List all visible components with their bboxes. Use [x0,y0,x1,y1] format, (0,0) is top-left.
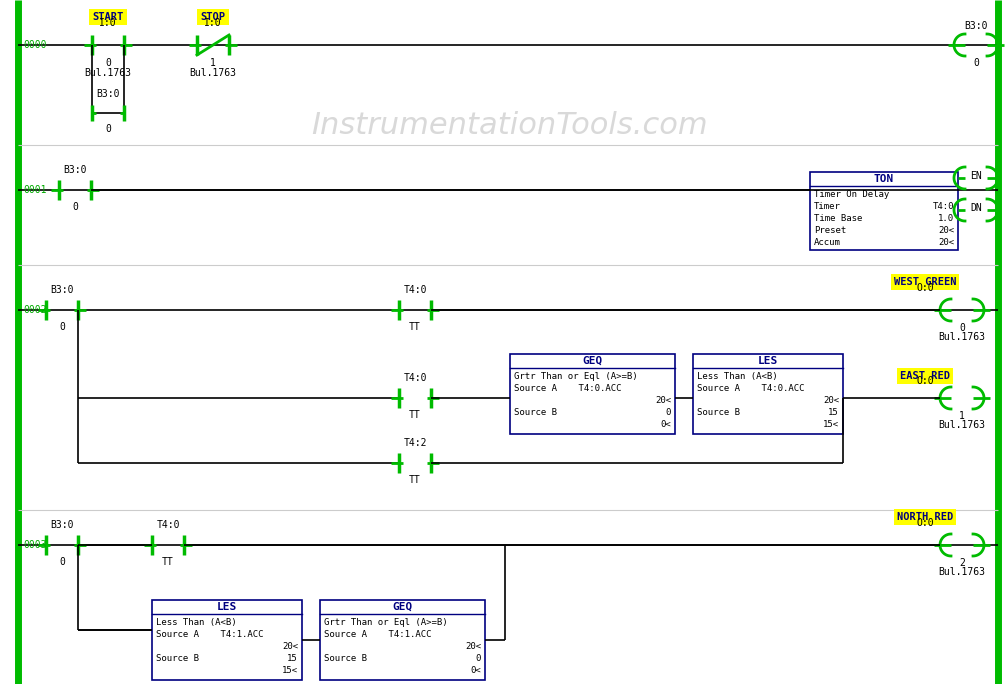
Text: Time Base: Time Base [814,214,862,223]
Text: B3:0: B3:0 [97,89,120,99]
Text: Source B: Source B [156,654,199,663]
Text: 0002: 0002 [23,305,46,315]
Text: 0: 0 [105,58,111,68]
Text: O:0: O:0 [916,283,934,293]
Text: T4:0: T4:0 [403,285,427,295]
FancyBboxPatch shape [510,354,675,434]
Text: 15: 15 [288,654,298,663]
Text: B3:0: B3:0 [50,285,73,295]
Text: STOP: STOP [200,12,225,22]
Text: Source B: Source B [514,408,557,417]
Text: TT: TT [409,322,421,332]
Text: Source A    T4:1.ACC: Source A T4:1.ACC [324,630,432,639]
Text: TON: TON [874,174,894,184]
Text: I:0: I:0 [204,18,221,28]
Text: Source B: Source B [324,654,367,663]
Text: 0: 0 [105,124,111,134]
Text: Source A    T4:0.ACC: Source A T4:0.ACC [697,384,805,393]
Text: TT: TT [162,557,174,567]
Text: 15: 15 [828,408,839,417]
Text: EN: EN [970,171,982,181]
Text: Less Than (A<B): Less Than (A<B) [697,372,778,381]
Text: B3:0: B3:0 [63,165,87,175]
Text: LES: LES [217,602,237,612]
Text: 1: 1 [959,411,965,421]
Text: DN: DN [970,203,982,213]
FancyBboxPatch shape [810,172,958,250]
Text: 20<: 20< [282,642,298,651]
Text: 0: 0 [59,322,65,332]
Text: Bul.1763: Bul.1763 [939,332,986,342]
Text: Bul.1763: Bul.1763 [189,68,236,78]
Text: 0<: 0< [660,420,671,429]
Text: O:0: O:0 [916,518,934,528]
Text: T4:0: T4:0 [933,202,954,211]
Text: Preset: Preset [814,226,846,235]
Text: 0001: 0001 [23,185,46,195]
Text: 0: 0 [59,557,65,567]
Text: GEQ: GEQ [392,602,412,612]
Text: T4:2: T4:2 [403,438,427,448]
Text: Timer On Delay: Timer On Delay [814,190,889,199]
Text: Source B: Source B [697,408,740,417]
Text: T4:0: T4:0 [403,373,427,383]
Text: 20<: 20< [655,396,671,405]
Text: Bul.1763: Bul.1763 [939,567,986,577]
Text: NORTH RED: NORTH RED [897,512,953,522]
Text: Bul.1763: Bul.1763 [939,420,986,430]
Text: Timer: Timer [814,202,841,211]
Text: EAST RED: EAST RED [900,371,950,381]
Text: 15<: 15< [282,666,298,675]
Text: Less Than (A<B): Less Than (A<B) [156,618,236,627]
Text: TT: TT [409,410,421,420]
Text: InstrumentationTools.com: InstrumentationTools.com [312,111,708,140]
Text: 2: 2 [959,558,965,568]
Text: Source A    T4:1.ACC: Source A T4:1.ACC [156,630,264,639]
Text: 0: 0 [959,323,965,333]
Text: Grtr Than or Eql (A>=B): Grtr Than or Eql (A>=B) [324,618,448,627]
Text: Bul.1763: Bul.1763 [85,68,132,78]
Text: 0: 0 [476,654,481,663]
Text: LES: LES [758,356,778,366]
Text: 20<: 20< [823,396,839,405]
Text: Grtr Than or Eql (A>=B): Grtr Than or Eql (A>=B) [514,372,638,381]
Text: 0: 0 [973,58,979,68]
Text: 1: 1 [210,58,216,68]
Text: B3:0: B3:0 [964,21,988,31]
Text: 15<: 15< [823,420,839,429]
Text: 0<: 0< [470,666,481,675]
Text: 20<: 20< [938,238,954,247]
Text: GEQ: GEQ [582,356,603,366]
FancyBboxPatch shape [152,600,302,680]
Text: 20<: 20< [465,642,481,651]
Text: 0: 0 [666,408,671,417]
Text: WEST GREEN: WEST GREEN [893,277,957,287]
Text: T4:0: T4:0 [156,520,180,530]
Text: 0003: 0003 [23,540,46,550]
Text: O:0: O:0 [916,376,934,386]
Text: Source A    T4:0.ACC: Source A T4:0.ACC [514,384,622,393]
FancyBboxPatch shape [693,354,843,434]
Text: Accum: Accum [814,238,841,247]
Text: TT: TT [409,475,421,485]
Text: 1.0: 1.0 [938,214,954,223]
Text: 0000: 0000 [23,40,46,50]
Text: B3:0: B3:0 [50,520,73,530]
Text: I:0: I:0 [100,18,117,28]
Text: 0: 0 [72,202,77,212]
Text: START: START [93,12,124,22]
Text: 20<: 20< [938,226,954,235]
FancyBboxPatch shape [320,600,485,680]
